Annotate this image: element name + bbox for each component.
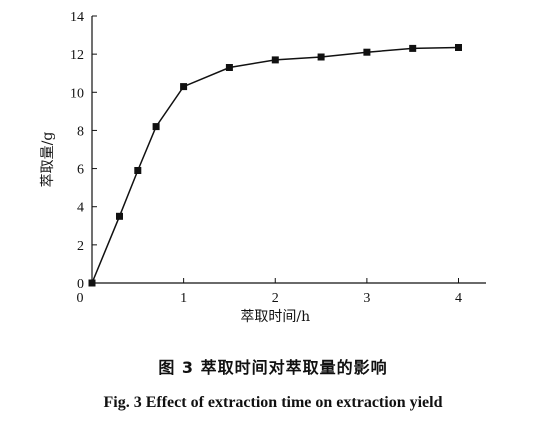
x-tick-label: 1 [180,291,187,306]
series-line [91,46,459,284]
x-axis-label: 萃取时间/h [240,309,310,325]
data-point [455,44,462,51]
data-point [225,64,233,71]
data-point [152,123,160,131]
x-tick-label: 2 [272,291,279,306]
y-tick-label: 12 [70,48,84,63]
y-tick-label: 6 [77,163,84,178]
figure-caption-chinese: 图 3 萃取时间对萃取量的影响 [158,358,388,377]
data-point [88,279,96,287]
data-point [134,167,142,174]
data-point [363,48,371,56]
data-points [88,44,462,287]
data-point [271,56,279,64]
figure-caption-english: Fig. 3 Effect of extraction time on extr… [103,394,443,411]
y-axis-label: 萃取量/g [40,132,56,188]
y-tick-label: 8 [77,124,84,139]
axes [91,16,486,284]
data-point [409,44,417,52]
y-tick-label: 10 [70,86,84,101]
y-tick-label: 14 [70,10,84,25]
y-tick-label: 4 [77,201,84,216]
y-tick-label: 2 [77,239,84,254]
x-tick-label: 4 [455,291,462,306]
y-origin-label: 0 [77,277,84,292]
data-point [317,53,325,61]
data-point [116,212,123,220]
x-tick-label: 3 [363,291,370,306]
data-point [180,83,188,91]
x-origin-label: 0 [77,291,84,306]
